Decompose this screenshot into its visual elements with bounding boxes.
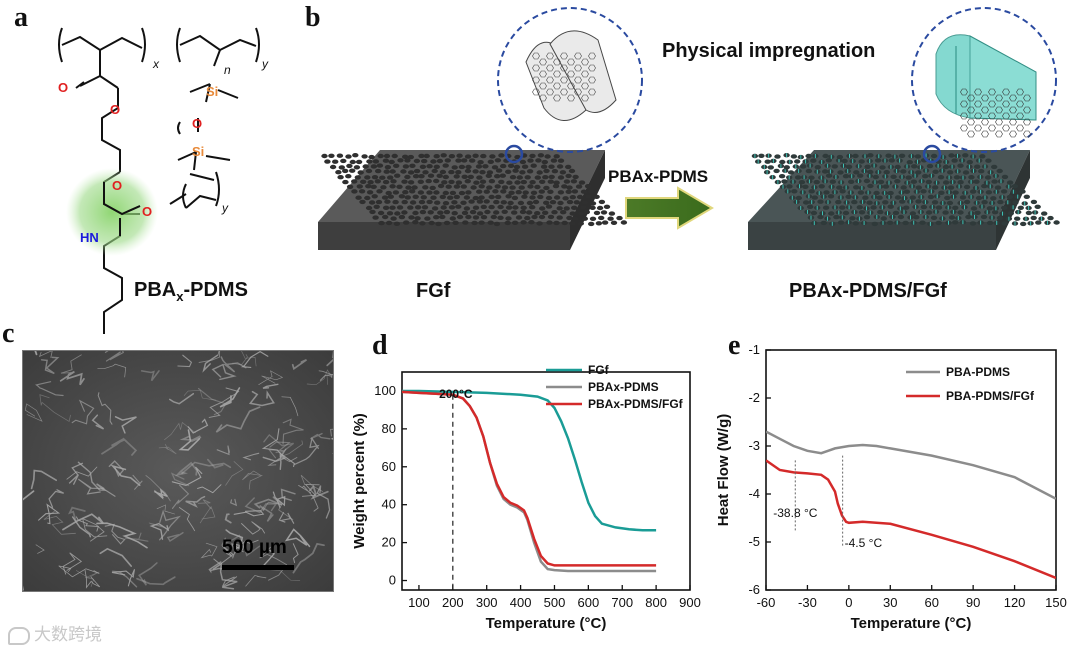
y-tick-label: 20 <box>382 535 396 550</box>
atom-o4: O <box>142 204 152 219</box>
tga-chart: 100 200 300 400 500 600 700 800 900 0 20 40 60 80 100 T… <box>351 363 701 632</box>
x-tick-label: 900 <box>679 595 701 610</box>
chemical-structure: x n y y O O O O HN Si O Si <box>58 27 269 334</box>
plot-frame <box>765 349 1057 591</box>
x-tick-label: -30 <box>798 595 817 610</box>
series-line-pbax-pdms <box>402 390 657 573</box>
chem-y2-subscript: y <box>221 201 229 215</box>
chem-n-subscript: n <box>224 63 231 77</box>
x-tick-label: 0 <box>845 595 852 610</box>
x-tick-label: 600 <box>578 595 600 610</box>
y-tick-label: -4 <box>748 486 760 501</box>
y-tick-label: 0 <box>389 573 396 588</box>
x-tick-label: 200 <box>442 595 464 610</box>
y-axis-label: Weight percent (%) <box>351 413 368 549</box>
atom-si1: Si <box>206 84 218 99</box>
legend-label: PBA-PDMS <box>946 365 1010 379</box>
y-tick-label: -5 <box>748 534 760 549</box>
panel-d-letter: d <box>372 330 388 361</box>
panel-e-letter: e <box>728 330 741 361</box>
legend-label: PBA-PDMS/FGf <box>946 389 1035 403</box>
x-tick-label: 300 <box>476 595 498 610</box>
polymer-label: PBAx-PDMS <box>134 279 248 304</box>
series-line-pba-pdms-fgf <box>766 459 1056 580</box>
composite-label: PBAx-PDMS/FGf <box>789 280 947 302</box>
x-tick-label: 100 <box>408 595 430 610</box>
scale-bar-label: 500 µm <box>222 537 287 558</box>
legend-label: FGf <box>588 363 610 377</box>
fgf-label: FGf <box>416 280 451 302</box>
y-tick-label: 40 <box>382 497 396 512</box>
annotation-label: -4.5 °C <box>845 536 883 550</box>
x-tick-label: -60 <box>757 595 776 610</box>
series-line-fgf <box>402 389 657 532</box>
panel-c-letter: c <box>2 318 15 349</box>
x-tick-label: 90 <box>966 595 980 610</box>
y-tick-label: -6 <box>748 582 760 597</box>
x-axis-label: Temperature (°C) <box>851 615 972 632</box>
scale-bar <box>222 565 294 570</box>
panel-b-letter: b <box>305 2 321 33</box>
polymer-label-base: PBA <box>134 279 177 301</box>
series-line-pbax-pdms-fgf <box>402 390 657 567</box>
atom-si2: Si <box>192 144 204 159</box>
arrow-label: PBAx-PDMS <box>608 167 709 186</box>
x-tick-label: 500 <box>544 595 566 610</box>
y-tick-label: 80 <box>382 421 396 436</box>
series-line-pba-pdms <box>766 430 1056 500</box>
panel-a-letter: a <box>14 2 28 33</box>
fgf-block-left <box>318 7 643 250</box>
x-tick-label: 30 <box>883 595 897 610</box>
atom-o3: O <box>112 178 122 193</box>
impregnation-arrow <box>625 186 714 230</box>
watermark-text: 大数跨境 <box>8 620 102 645</box>
annotation-label: -38.8 °C <box>773 506 817 520</box>
legend-label: PBAx-PDMS <box>588 380 659 394</box>
dsc-chart: -60 -30 0 30 60 90 120 150 -1 -2 -3 -4 -5 -6 Temperatu… <box>715 342 1067 632</box>
x-tick-label: 400 <box>510 595 532 610</box>
y-tick-label: 60 <box>382 459 396 474</box>
x-tick-label: 800 <box>645 595 667 610</box>
watermark-label: 大数跨境 <box>34 625 102 644</box>
plot-frame <box>401 371 691 591</box>
legend-label: PBAx-PDMS/FGf <box>588 397 684 411</box>
y-tick-label: -2 <box>748 390 760 405</box>
chem-x-subscript: x <box>152 57 160 71</box>
atom-hn: HN <box>80 230 99 245</box>
y-tick-label: -1 <box>748 342 760 357</box>
chem-y-subscript: y <box>261 57 269 71</box>
x-tick-label: 120 <box>1004 595 1026 610</box>
y-tick-label: 100 <box>374 383 396 398</box>
atom-o5: O <box>192 116 202 131</box>
atom-o1: O <box>58 80 68 95</box>
polymer-label-sub: x <box>176 289 184 304</box>
physical-impregnation-title: Physical impregnation <box>662 40 876 62</box>
x-tick-label: 60 <box>924 595 938 610</box>
atom-o2: O <box>110 102 120 117</box>
y-tick-label: -3 <box>748 438 760 453</box>
x-tick-label: 150 <box>1045 595 1067 610</box>
x-axis-label: Temperature (°C) <box>486 615 607 632</box>
y-axis-label: Heat Flow (W/g) <box>715 414 732 527</box>
annotation-label: 200°C <box>439 387 473 401</box>
fgf-block-right <box>748 7 1060 250</box>
sem-image <box>22 350 334 592</box>
watermark-logo-icon <box>8 626 30 645</box>
polymer-label-tail: -PDMS <box>183 279 248 301</box>
x-tick-label: 700 <box>611 595 633 610</box>
